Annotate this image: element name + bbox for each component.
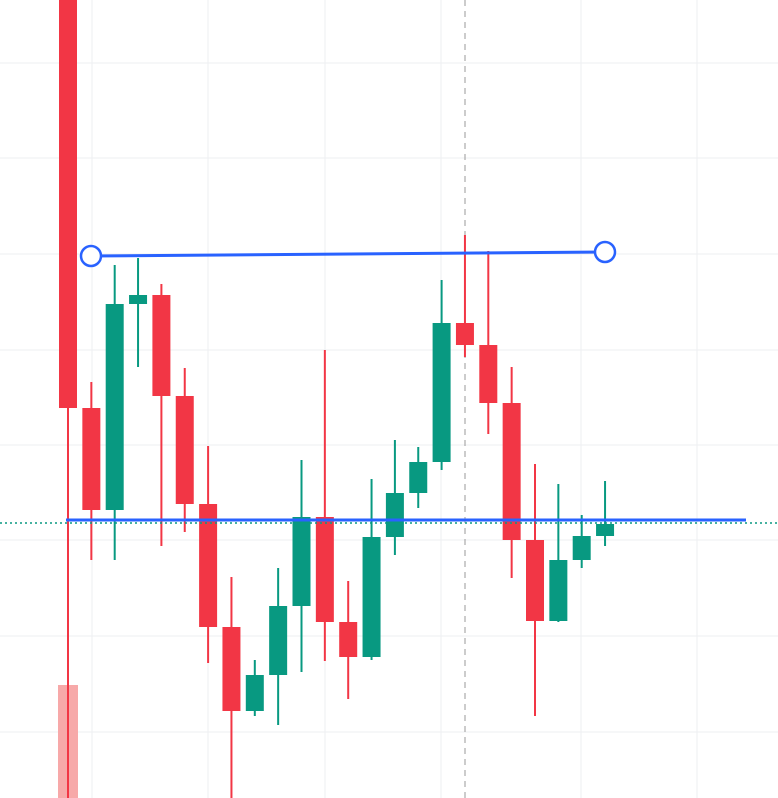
candle-body <box>549 560 568 621</box>
candle-body <box>409 462 428 493</box>
candle-body <box>479 345 498 403</box>
candle-body <box>245 675 264 711</box>
candle-body <box>129 295 148 304</box>
candle-body <box>269 606 288 675</box>
trend-handle[interactable] <box>593 240 617 264</box>
candle-body <box>339 622 358 657</box>
candle-body <box>502 403 521 540</box>
candle-body <box>222 627 241 711</box>
candle-body <box>199 504 218 627</box>
candle-body <box>59 0 77 408</box>
candle-body <box>315 517 334 622</box>
candle-body <box>572 536 591 560</box>
candle-body <box>362 537 381 657</box>
trend-line[interactable] <box>90 250 606 258</box>
candle-body <box>385 493 404 537</box>
candle-body <box>152 295 171 396</box>
candle-body <box>432 323 451 462</box>
candle-body <box>105 304 124 510</box>
candles <box>59 0 615 798</box>
candle-body <box>82 408 101 510</box>
candle-body <box>596 524 615 536</box>
candle-body <box>292 517 311 606</box>
candle-body <box>526 540 544 621</box>
candle-body <box>175 396 194 504</box>
candle-body <box>455 323 474 345</box>
trend-handle[interactable] <box>79 244 103 268</box>
